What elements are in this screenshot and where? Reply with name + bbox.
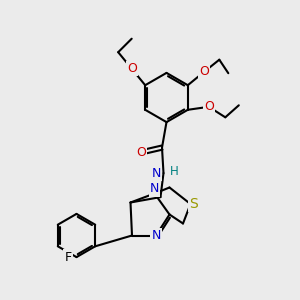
Text: N: N [150,182,159,196]
Text: O: O [200,65,209,78]
Text: O: O [204,100,214,113]
Text: N: N [151,229,161,242]
Text: S: S [189,197,198,211]
Text: O: O [127,62,136,75]
Text: N: N [152,167,161,180]
Text: O: O [136,146,146,159]
Text: F: F [64,250,72,264]
Text: H: H [170,165,179,178]
